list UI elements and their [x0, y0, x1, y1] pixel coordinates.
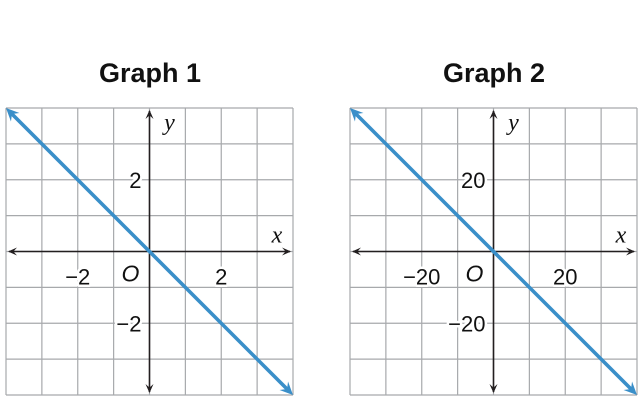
x-tick-label: −20 [403, 265, 440, 290]
x-axis-label: x [615, 223, 627, 249]
line-arrowhead-end [623, 381, 637, 395]
origin-label: O [466, 261, 484, 287]
x-tick-label: −2 [65, 265, 90, 290]
y-axis-arrow-up [489, 110, 498, 119]
origin-label: O [122, 261, 140, 287]
series-line [10, 112, 289, 391]
y-tick-label: 2 [129, 168, 141, 193]
y-tick-label: −2 [116, 311, 141, 336]
chart-title: Graph 2 [443, 58, 545, 88]
y-tick-label: −20 [448, 311, 485, 336]
x-tick-label: 2 [215, 265, 227, 290]
line-arrowhead-start [350, 108, 364, 122]
x-axis-arrow-left [8, 247, 17, 256]
x-axis-arrow-right [282, 247, 291, 256]
graph-1: Graph 1 x y O −2 2 2 −2 [5, 58, 294, 396]
y-axis-arrow-up [145, 110, 154, 119]
graph-2: Graph 2 x y O −20 20 20 −20 [349, 58, 638, 396]
x-axis-arrow-left [352, 247, 361, 256]
line-arrowhead-end [279, 381, 293, 395]
x-axis-arrow-right [626, 247, 635, 256]
x-tick-label: 20 [553, 265, 577, 290]
chart-title: Graph 1 [99, 58, 201, 88]
y-axis-arrow-down [145, 384, 154, 393]
x-axis-label: x [271, 223, 283, 249]
line-arrowhead-start [6, 108, 20, 122]
y-axis-label: y [506, 110, 519, 136]
y-tick-label: 20 [461, 168, 485, 193]
y-axis-label: y [162, 110, 175, 136]
series-line [354, 112, 633, 391]
y-axis-arrow-down [489, 384, 498, 393]
